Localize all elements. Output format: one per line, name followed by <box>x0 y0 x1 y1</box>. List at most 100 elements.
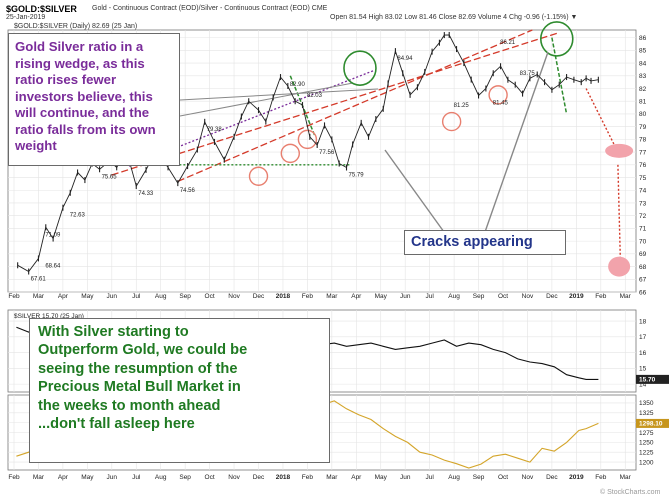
ratio-wedge-annotation: Gold Silver ratio in a rising wedge, as … <box>8 33 180 166</box>
ratio-data-label: 74.56 <box>180 188 196 194</box>
ratio-data-label: 86.21 <box>500 40 516 46</box>
y-tick-label: 66 <box>639 289 647 296</box>
cracks-pointer-line <box>484 51 549 233</box>
y-tick-label: 15 <box>639 366 647 373</box>
x-tick-label: 2018 <box>276 293 291 300</box>
x-tick-label: Nov <box>522 293 534 300</box>
x-tick-label: Mar <box>620 293 632 300</box>
ratio-legend: $GOLD:$SILVER (Daily) 82.69 (25 Jan) <box>14 23 138 30</box>
y-tick-label: 1350 <box>639 400 654 407</box>
y-tick-label: 73 <box>639 200 647 207</box>
x-tick-label: Jun <box>107 474 118 481</box>
ratio-note-line: will continue, and the <box>15 105 150 120</box>
x-tick-label: Nov <box>228 474 240 481</box>
ratio-data-label: 67.61 <box>31 277 47 283</box>
x-tick-label: Jun <box>400 293 411 300</box>
ratio-data-label: 83.75 <box>520 71 536 77</box>
x-tick-label: Sep <box>179 474 191 481</box>
x-tick-label: Nov <box>522 474 534 481</box>
x-tick-label: Dec <box>546 474 558 481</box>
x-tick-label: Mar <box>33 293 45 300</box>
ratio-note-line: Gold Silver ratio in a <box>15 39 144 54</box>
chart-symbol: $GOLD:$SILVER <box>6 4 77 14</box>
annotation-pointer-line <box>179 88 379 101</box>
x-tick-label: Jul <box>132 474 141 481</box>
y-tick-label: 74 <box>639 188 647 195</box>
y-tick-label: 1250 <box>639 440 654 447</box>
x-tick-label: Jul <box>132 293 141 300</box>
x-tick-label: Jun <box>400 474 411 481</box>
x-tick-label: May <box>375 293 388 300</box>
x-tick-label: Jun <box>107 293 118 300</box>
y-tick-label: 69 <box>639 251 647 258</box>
y-tick-label: 82 <box>639 86 647 93</box>
chart-date: 25-Jan-2019 <box>6 14 46 21</box>
ratio-data-label: 77.56 <box>319 150 335 156</box>
y-tick-label: 1275 <box>639 430 654 437</box>
x-tick-label: Apr <box>58 293 69 300</box>
ratio-note-line: weight <box>15 138 57 153</box>
y-tick-label: 77 <box>639 149 647 156</box>
ratio-note-line: rising wedge, as this <box>15 55 145 71</box>
ohlc-readout: Open 81.54 High 83.02 Low 81.46 Close 82… <box>330 14 578 21</box>
x-tick-label: Apr <box>351 474 362 481</box>
ratio-note-line: ratio rises fewer <box>15 72 117 87</box>
x-tick-label: Apr <box>58 474 69 481</box>
y-tick-label: 18 <box>639 318 647 325</box>
x-tick-label: Dec <box>253 474 265 481</box>
x-tick-label: Feb <box>302 474 314 481</box>
wedge-upper-trendline <box>111 31 560 176</box>
x-tick-label: Mar <box>620 474 632 481</box>
x-tick-label: Feb <box>595 293 607 300</box>
ratio-data-label: 75.65 <box>102 174 118 180</box>
y-tick-label: 86 <box>639 35 647 42</box>
x-tick-label: Mar <box>326 474 338 481</box>
touch-point-circle <box>297 129 318 150</box>
overlay-layer <box>87 21 634 277</box>
ratio-note-line: investors believe, this <box>15 88 153 104</box>
y-tick-label: 85 <box>639 48 647 55</box>
x-tick-label: Aug <box>155 293 167 300</box>
x-tick-label: Apr <box>351 293 362 300</box>
touch-point-circle <box>488 85 508 105</box>
silver-note-line: Outperform Gold, we could be <box>38 342 248 359</box>
y-tick-label: 80 <box>639 111 647 118</box>
y-tick-label: 14 <box>639 381 647 388</box>
x-tick-label: Oct <box>498 293 508 300</box>
ratio-data-label: 81.25 <box>454 103 470 109</box>
y-tick-label: 81 <box>639 99 647 106</box>
ratio-data-label: 84.94 <box>397 56 413 62</box>
last-value-label: 15.70 <box>639 377 656 384</box>
annotation-pointer-line <box>179 82 354 117</box>
silver-note-line: the weeks to month ahead <box>38 397 221 414</box>
x-tick-label: May <box>81 293 94 300</box>
last-value-tag <box>636 418 669 428</box>
ratio-data-label: 82.03 <box>307 93 323 99</box>
x-tick-label: Feb <box>302 293 314 300</box>
ratio-note-line: ratio falls from its own <box>15 121 156 137</box>
x-tick-label: Oct <box>205 293 215 300</box>
x-tick-label: Mar <box>33 474 45 481</box>
last-value-label: 1298.10 <box>639 421 663 428</box>
x-tick-label: 2019 <box>569 474 584 481</box>
y-tick-label: 79 <box>639 124 647 131</box>
silver-note-line: seeing the resumption of the <box>38 360 238 377</box>
peak-circle <box>539 21 574 57</box>
green-breakdown-arrow <box>551 37 568 115</box>
x-tick-label: Nov <box>228 293 240 300</box>
ratio-data-label: 68.64 <box>45 263 61 269</box>
target-ellipse <box>608 256 631 277</box>
y-tick-label: 84 <box>639 60 647 67</box>
silver-note-line: Precious Metal Bull Market in <box>38 379 241 396</box>
x-tick-label: Feb <box>8 474 20 481</box>
x-tick-label: Mar <box>326 293 338 300</box>
touch-point-circle <box>248 166 269 186</box>
touch-point-circle <box>280 143 300 164</box>
x-tick-label: Aug <box>448 293 460 300</box>
x-tick-label: Dec <box>253 293 265 300</box>
wedge-lower-trendline <box>177 29 533 182</box>
y-tick-label: 16 <box>639 350 647 357</box>
y-tick-label: 1325 <box>639 410 654 417</box>
y-tick-label: 1200 <box>639 459 654 466</box>
silver-legend: $SILVER 15.70 (25 Jan) <box>14 313 84 320</box>
